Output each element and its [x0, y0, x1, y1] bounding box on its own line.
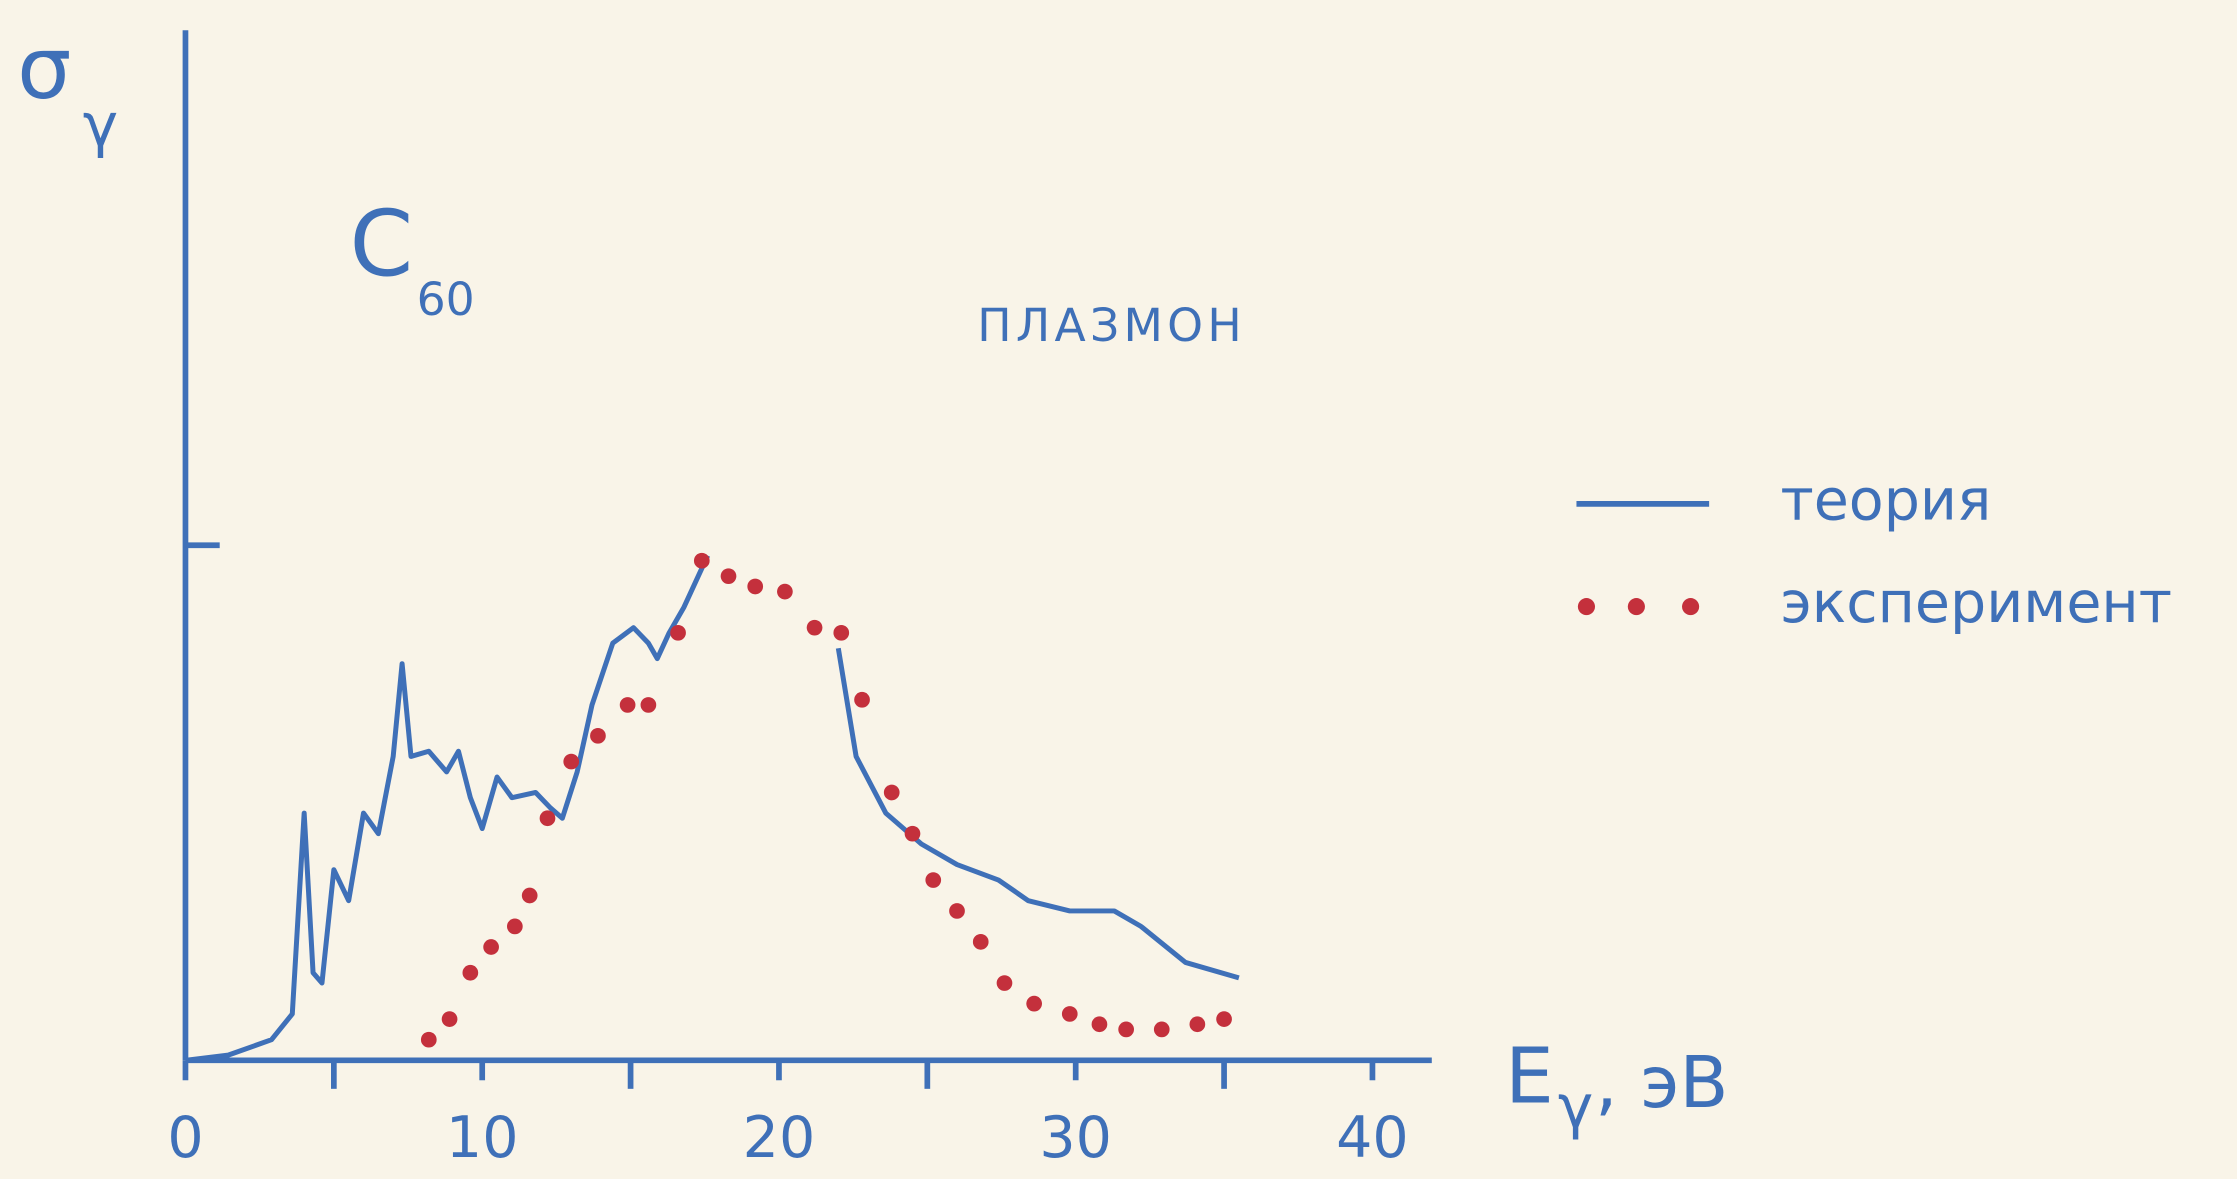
experiment-dot [972, 933, 989, 950]
x-tick-label: 30 [1039, 1105, 1112, 1171]
legend-label: эксперимент [1780, 570, 2171, 636]
x-label: E [1505, 1032, 1554, 1122]
experiment-dot [1153, 1021, 1170, 1038]
experiment-dot [1091, 1016, 1108, 1033]
x-label-unit: , эВ [1595, 1041, 1728, 1124]
x-tick-label: 10 [446, 1105, 519, 1171]
legend-dot [1682, 598, 1700, 616]
legend-dot [1627, 598, 1645, 616]
x-tick-label: 0 [167, 1105, 203, 1171]
experiment-dot [1118, 1021, 1134, 1038]
experiment-dot [777, 583, 793, 600]
experiment-dot [1216, 1011, 1232, 1027]
experiment-dot [996, 975, 1013, 991]
annotation-sub: 60 [417, 273, 475, 326]
legend-label: теория [1780, 468, 1991, 534]
experiment-dot [483, 939, 499, 955]
experiment-dot [854, 691, 870, 708]
experiment-dot [619, 697, 636, 713]
experiment-dot [806, 619, 823, 636]
annotation: C [350, 190, 414, 297]
y-label: σ [17, 20, 71, 119]
experiment-dot [441, 1011, 458, 1027]
experiment-dot [833, 624, 850, 641]
y-label-sub: γ [83, 90, 118, 160]
legend-dot [1577, 598, 1596, 616]
experiment-dot [670, 624, 686, 641]
experiment-dot [507, 918, 523, 935]
experiment-dot [747, 578, 764, 595]
experiment-dot [640, 697, 657, 713]
x-tick-label: 20 [743, 1105, 816, 1171]
experiment-dot [904, 825, 921, 842]
experiment-dot [1061, 1006, 1078, 1022]
experiment-dot [693, 552, 710, 569]
experiment-dot [539, 810, 556, 827]
x-label-sub: γ [1558, 1072, 1593, 1142]
experiment-dot [883, 784, 900, 801]
experiment-dot [1189, 1016, 1206, 1033]
experiment-dot [1026, 995, 1043, 1012]
theory-line [185, 554, 1240, 1063]
experiment-dot [563, 753, 580, 770]
annotation: ПЛАЗМОН [977, 299, 1246, 352]
experiment-dot [720, 568, 737, 585]
experiment-dot [462, 964, 479, 981]
experiment-dot [925, 872, 942, 888]
experiment-dot [949, 903, 965, 919]
experiment-dot [420, 1031, 437, 1048]
x-tick-label: 40 [1336, 1105, 1409, 1171]
experiment-dot [590, 727, 606, 744]
experiment-dot [521, 887, 538, 904]
